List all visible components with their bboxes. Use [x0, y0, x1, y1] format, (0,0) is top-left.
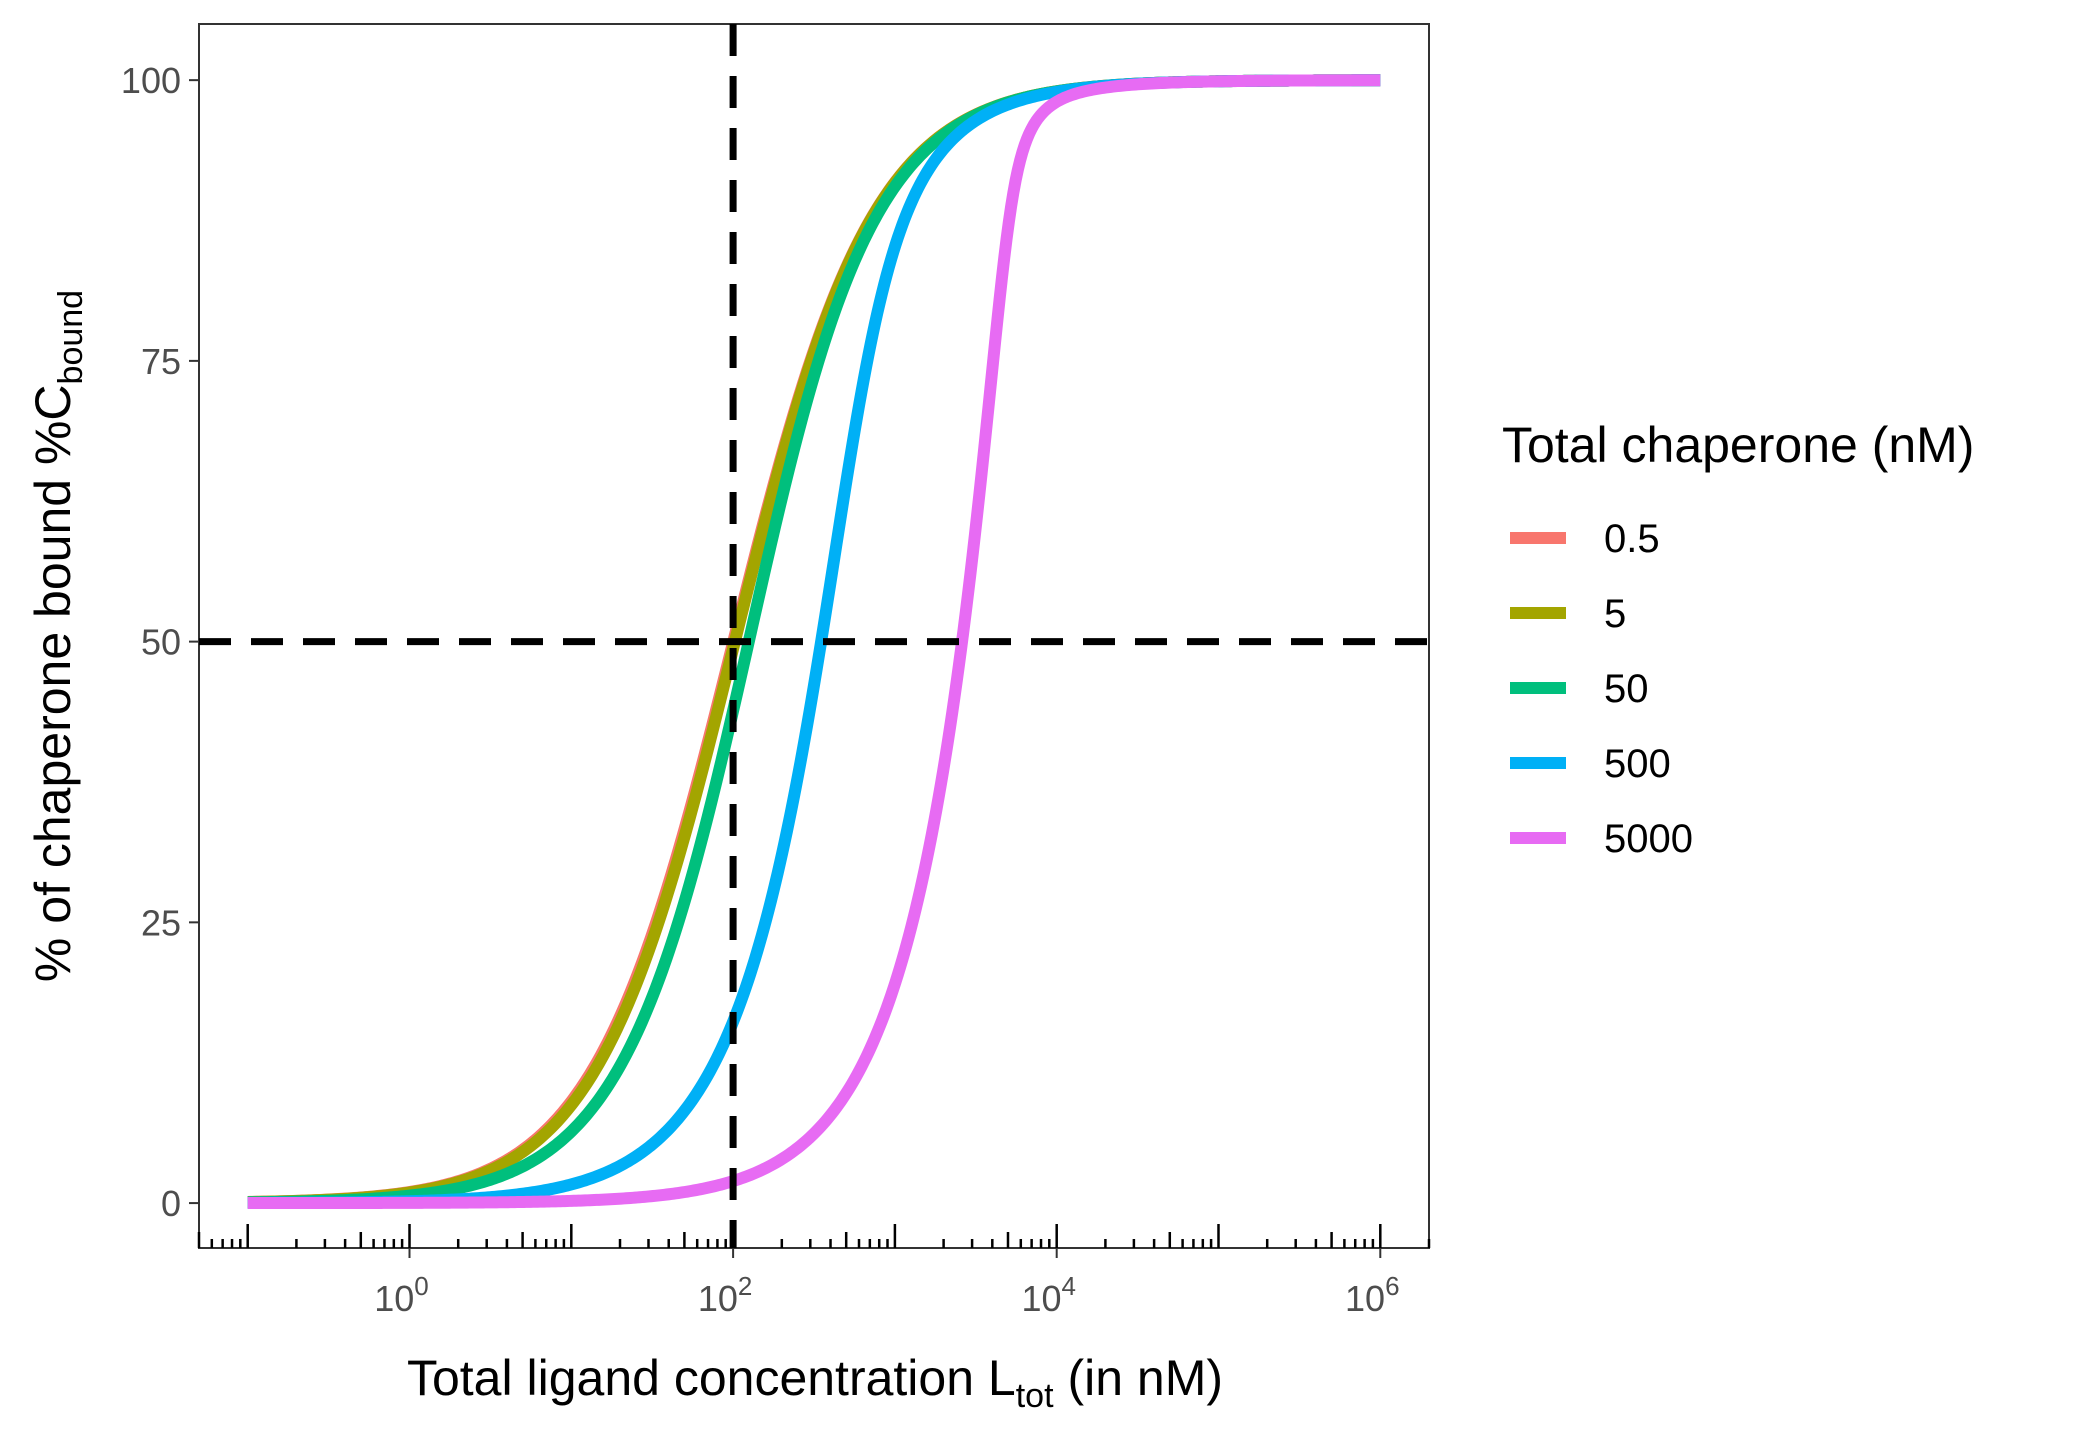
x-tick-label: 100 [374, 1271, 429, 1319]
legend-label-0.5: 0.5 [1604, 517, 1660, 561]
reference-lines [199, 24, 1429, 1248]
series-lines [243, 74, 1385, 1210]
legend-label-5000: 5000 [1604, 817, 1693, 861]
plot-panel-border [198, 23, 1430, 1249]
legend: Total chaperone (nM) 0.5 5 50 500 5000 [1502, 417, 1974, 861]
x-axis-title: Total ligand concentration Ltot (in nM) [407, 1350, 1223, 1415]
y-tick-label: 25 [141, 902, 181, 943]
x-tick-label: 104 [1021, 1271, 1076, 1319]
y-tick-label: 50 [141, 622, 181, 663]
y-tick-label: 0 [161, 1183, 181, 1224]
legend-title: Total chaperone (nM) [1502, 417, 1974, 473]
y-tick-label: 75 [141, 341, 181, 382]
y-tick-label: 100 [121, 60, 181, 101]
legend-label-5: 5 [1604, 592, 1626, 636]
y-axis: 0 25 50 75 100 [121, 60, 199, 1224]
series-line-5000 [243, 74, 1385, 1210]
x-tick-label: 102 [698, 1271, 753, 1319]
rug-ticks [197, 1224, 1431, 1248]
x-axis: 100 102 104 106 [374, 1248, 1400, 1319]
legend-label-500: 500 [1604, 742, 1671, 786]
x-tick-label: 106 [1345, 1271, 1400, 1319]
y-axis-title: % of chaperone bound %Cbound [25, 290, 90, 982]
legend-label-50: 50 [1604, 667, 1649, 711]
legend-items: 0.5 5 50 500 5000 [1510, 517, 1693, 861]
